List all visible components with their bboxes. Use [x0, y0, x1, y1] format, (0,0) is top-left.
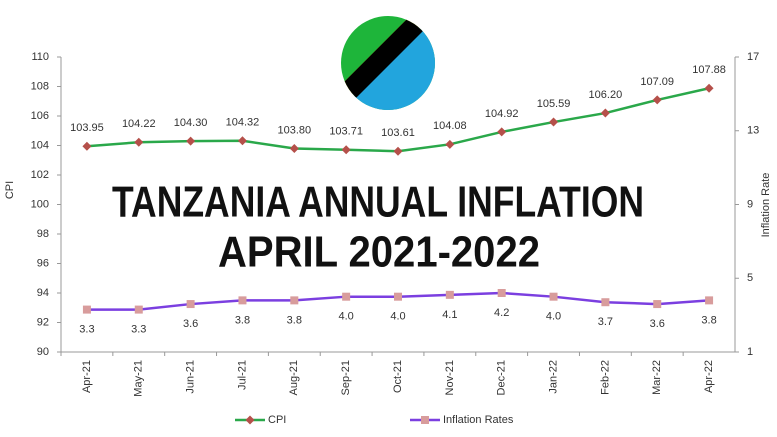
marker: [290, 296, 299, 305]
data-label: 103.61: [381, 127, 415, 139]
x-tick-label: Jun-21: [185, 360, 197, 394]
marker: [704, 83, 714, 93]
legend-label: Inflation Rates: [443, 414, 514, 426]
y2-tick-label: 13: [747, 125, 759, 137]
flag: [341, 16, 435, 110]
x-tick-label: Nov-21: [444, 360, 456, 395]
marker: [82, 141, 92, 151]
data-label: 3.6: [650, 318, 665, 330]
data-label: 3.7: [598, 316, 613, 328]
y-tick-label: 96: [37, 257, 49, 269]
x-tick-label: Oct-21: [392, 360, 404, 393]
marker: [549, 117, 559, 127]
data-label: 3.3: [131, 324, 146, 336]
plot: 90 92 94 96 98 100 102 104 106 108 110 1 5 9 13 17 Apr-2…: [31, 51, 760, 397]
data-label: 104.32: [226, 117, 260, 129]
data-label: 4.2: [494, 307, 509, 319]
x-tick-label: Apr-21: [81, 360, 93, 393]
data-label: 4.1: [442, 309, 457, 321]
y-tick-label: 110: [31, 51, 49, 63]
data-label: 103.95: [70, 122, 104, 134]
chart-title: APRIL 2021-2022: [218, 228, 540, 277]
data-label: 4.0: [390, 311, 405, 323]
x-tick-label: Mar-22: [651, 360, 663, 395]
marker: [289, 143, 299, 153]
marker: [82, 305, 91, 314]
y2-tick-label: 9: [747, 198, 753, 210]
data-label: 107.09: [640, 76, 674, 88]
data-label: 3.3: [79, 324, 94, 336]
marker: [652, 95, 662, 105]
data-label: 103.80: [277, 124, 311, 136]
y-tick-label: 90: [37, 346, 49, 358]
marker: [601, 298, 610, 307]
data-label: 104.30: [174, 117, 208, 129]
marker: [134, 305, 143, 314]
x-tick-label: Apr-22: [703, 360, 715, 393]
chart-title: TANZANIA ANNUAL INFLATION: [112, 178, 644, 227]
marker: [186, 300, 195, 309]
data-label: 3.8: [701, 314, 716, 326]
y2-axis-label: Inflation Rate: [760, 173, 772, 238]
marker: [393, 146, 403, 156]
y-tick-label: 104: [31, 139, 49, 151]
marker: [237, 136, 247, 146]
marker: [341, 145, 351, 155]
x-tick-label: Sep-21: [340, 360, 352, 395]
data-label: 105.59: [537, 98, 571, 110]
data-label: 104.08: [433, 120, 467, 132]
y2-tick-label: 5: [747, 272, 753, 284]
data-label: 4.0: [339, 311, 354, 323]
marker: [445, 139, 455, 149]
x-tick-label: Aug-21: [288, 360, 300, 395]
y-tick-label: 102: [31, 169, 49, 181]
x-tick-label: May-21: [133, 360, 145, 397]
y-tick-label: 106: [31, 110, 49, 122]
marker: [705, 296, 714, 305]
data-label: 3.8: [287, 314, 302, 326]
marker: [421, 416, 429, 424]
data-label: 106.20: [589, 89, 623, 101]
x-tick-label: Jul-21: [236, 360, 248, 390]
marker: [445, 290, 454, 299]
marker: [186, 136, 196, 146]
y-tick-label: 108: [31, 80, 49, 92]
marker: [653, 300, 662, 309]
data-label: 104.22: [122, 118, 156, 130]
marker: [497, 289, 506, 297]
data-label: 3.6: [183, 318, 198, 330]
legend-label: CPI: [268, 414, 286, 426]
data-label: 104.92: [485, 108, 519, 120]
x-tick-label: Dec-21: [496, 360, 508, 395]
y-tick-label: 98: [37, 228, 49, 240]
data-label: 4.0: [546, 311, 561, 323]
y-axis-label: CPI: [4, 181, 16, 199]
data-label: 103.71: [329, 126, 363, 138]
marker: [238, 296, 247, 305]
y2-tick-label: 1: [747, 346, 753, 358]
x-tick-label: Jan-22: [547, 360, 559, 394]
y-tick-label: 100: [31, 198, 49, 210]
marker: [245, 415, 255, 425]
y-tick-label: 92: [37, 316, 49, 328]
y-tick-label: 94: [37, 287, 49, 299]
x-tick-label: Feb-22: [599, 360, 611, 395]
data-label: 107.88: [692, 64, 726, 76]
marker: [342, 292, 351, 301]
marker: [497, 127, 507, 137]
marker: [549, 292, 558, 301]
marker: [600, 108, 610, 118]
marker: [394, 292, 402, 301]
y2-tick-label: 17: [747, 51, 759, 63]
data-label: 3.8: [235, 314, 250, 326]
marker: [134, 137, 144, 147]
